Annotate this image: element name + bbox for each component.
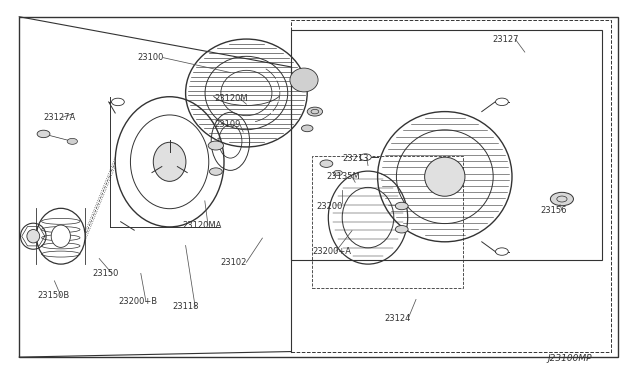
Circle shape <box>550 192 573 206</box>
Circle shape <box>307 107 323 116</box>
Ellipse shape <box>27 230 40 243</box>
Text: 23120M: 23120M <box>214 94 248 103</box>
Ellipse shape <box>154 142 186 182</box>
Circle shape <box>301 125 313 132</box>
Text: 23156: 23156 <box>541 206 567 215</box>
Circle shape <box>320 160 333 167</box>
Text: 23127A: 23127A <box>44 113 76 122</box>
Circle shape <box>209 168 222 175</box>
Text: 23120MA: 23120MA <box>182 221 222 230</box>
Bar <box>291 20 611 352</box>
Text: 23127: 23127 <box>493 35 519 44</box>
Text: 23200+A: 23200+A <box>312 247 351 256</box>
Text: J23100MP: J23100MP <box>547 354 592 363</box>
Text: 23150: 23150 <box>93 269 119 278</box>
Text: 23213: 23213 <box>342 154 369 163</box>
Text: 23200+B: 23200+B <box>118 297 157 306</box>
Circle shape <box>360 154 371 161</box>
Circle shape <box>111 98 124 106</box>
Circle shape <box>333 170 342 176</box>
Circle shape <box>495 98 508 106</box>
Text: 23135M: 23135M <box>326 172 360 181</box>
Text: 23200: 23200 <box>317 202 343 211</box>
Circle shape <box>396 202 408 210</box>
Text: 23118: 23118 <box>173 302 199 311</box>
Bar <box>312 156 463 288</box>
Circle shape <box>495 248 508 255</box>
Text: 23102: 23102 <box>221 258 247 267</box>
Circle shape <box>37 130 50 138</box>
Bar <box>291 30 602 260</box>
Text: 23109: 23109 <box>214 120 241 129</box>
Text: 23124: 23124 <box>384 314 410 323</box>
Circle shape <box>396 225 408 233</box>
Text: 23150B: 23150B <box>37 291 69 300</box>
Text: 23100: 23100 <box>138 53 164 62</box>
Ellipse shape <box>290 68 318 92</box>
Circle shape <box>208 141 223 150</box>
Circle shape <box>67 138 77 144</box>
Ellipse shape <box>51 225 70 247</box>
Ellipse shape <box>425 157 465 196</box>
